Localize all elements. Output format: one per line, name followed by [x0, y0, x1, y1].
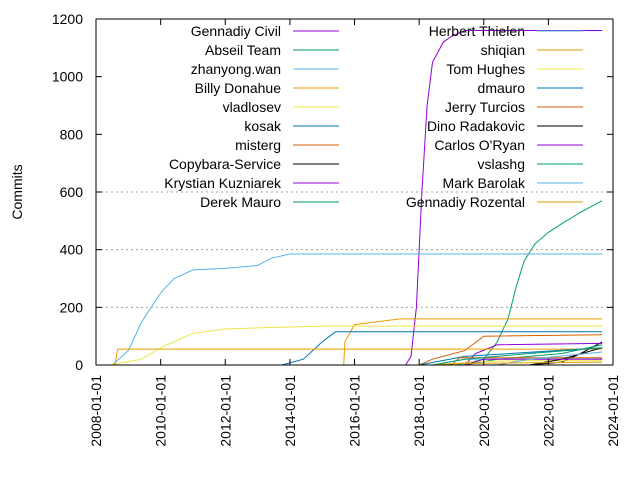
x-tick-label: 2024-01-01	[605, 375, 621, 447]
series-line	[109, 325, 603, 366]
series-lines	[109, 30, 603, 366]
legend-label: Carlos O'Ryan	[434, 137, 525, 153]
legend-label: Mark Barolak	[443, 175, 526, 191]
legend-label: Derek Mauro	[200, 194, 281, 210]
y-axis-label: Commits	[9, 164, 25, 219]
y-tick-label: 800	[60, 126, 84, 142]
legend-label: Dino Radakovic	[427, 118, 525, 134]
legend-label: Krystian Kuzniarek	[164, 175, 282, 191]
series-line	[419, 347, 603, 366]
plot-frame	[95, 18, 614, 366]
series-line	[419, 334, 603, 366]
legend-label: Tom Hughes	[446, 61, 525, 77]
legend-label: vladlosev	[223, 99, 281, 115]
series-line	[432, 347, 603, 366]
y-tick-label: 1000	[52, 69, 83, 85]
legend-label: Copybara-Service	[169, 156, 281, 172]
legend-label: Gennadiy Rozental	[406, 194, 525, 210]
legend: Gennadiy Civil Abseil Team zhanyong.wan Bil…	[164, 23, 583, 210]
x-tick-label: 2010-01-01	[153, 375, 169, 447]
series-line	[432, 200, 603, 366]
x-tick-label: 2012-01-01	[217, 375, 233, 447]
y-tick-label: 1200	[52, 11, 83, 27]
series-line	[451, 357, 603, 366]
legend-label: Herbert Thielen	[429, 23, 525, 39]
y-tick-label: 400	[60, 242, 84, 258]
legend-label: misterg	[235, 137, 281, 153]
series-line	[114, 348, 603, 366]
legend-label: zhanyong.wan	[191, 61, 281, 77]
x-tick-label: 2014-01-01	[282, 375, 298, 447]
x-tick-label: 2018-01-01	[411, 375, 427, 447]
y-axis: 0 200 400 600 800 1000 1200	[52, 11, 613, 373]
x-tick-label: 2008-01-01	[88, 375, 104, 447]
series-line	[111, 253, 603, 366]
legend-label: Abseil Team	[205, 42, 281, 58]
y-tick-label: 0	[75, 357, 83, 373]
legend-label: Gennadiy Civil	[191, 23, 281, 39]
legend-label: vslashg	[478, 156, 525, 172]
y-tick-label: 600	[60, 184, 84, 200]
legend-label: Billy Donahue	[195, 80, 282, 96]
x-tick-label: 2022-01-01	[540, 375, 556, 447]
x-tick-label: 2020-01-01	[476, 375, 492, 447]
y-tick-label: 200	[60, 299, 84, 315]
grid	[96, 191, 613, 308]
legend-label: kosak	[244, 118, 282, 134]
x-axis: 2008-01-01 2010-01-01 2012-01-01 2014-01-01…	[88, 19, 621, 447]
legend-label: dmauro	[478, 80, 526, 96]
series-line	[281, 331, 603, 366]
legend-label: Jerry Turcios	[445, 99, 525, 115]
legend-label: shiqian	[481, 42, 525, 58]
x-tick-label: 2016-01-01	[347, 375, 363, 447]
